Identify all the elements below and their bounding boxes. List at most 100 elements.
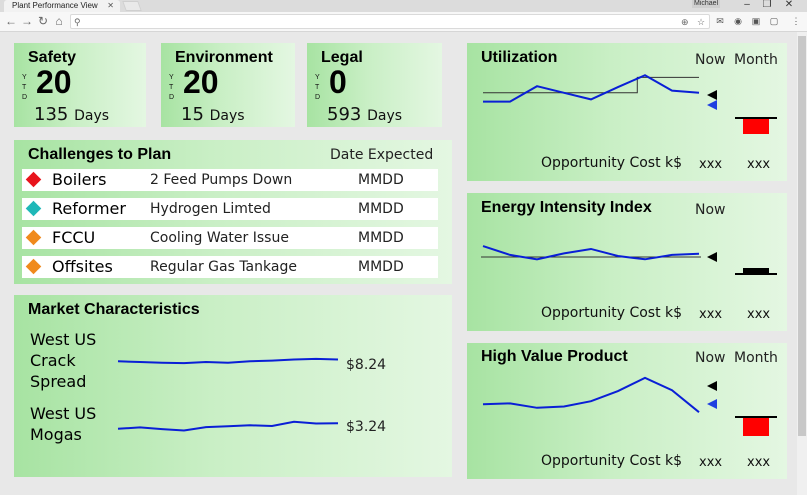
restore-icon[interactable]: ❐ [762, 0, 772, 10]
now-marker-icon [707, 381, 717, 391]
month-status-bar [743, 418, 769, 436]
market-title: Market Characteristics [28, 301, 200, 318]
opportunity-cost-label: Opportunity Cost k$ [541, 155, 683, 171]
zoom-icon[interactable]: ⊕ [681, 17, 689, 27]
profile-badge[interactable]: Michael [692, 0, 721, 8]
challenge-issue: Regular Gas Tankage [150, 259, 297, 275]
market-label: West US Crack Spread [30, 330, 97, 391]
extension-icon[interactable]: ◉ [734, 16, 742, 26]
new-tab-button[interactable] [122, 1, 142, 11]
now-marker-icon [707, 252, 717, 262]
challenge-unit: Boilers [52, 170, 107, 189]
status-diamond-icon [25, 229, 42, 246]
month-status-bar [743, 119, 769, 134]
browser-tab[interactable]: Plant Performance View ✕ [4, 0, 120, 12]
tab-close-icon[interactable]: ✕ [107, 1, 114, 10]
challenge-issue: Hydrogen Limted [150, 201, 271, 217]
utilization-title: Utilization [481, 49, 558, 66]
scrollbar-thumb[interactable] [798, 36, 806, 436]
now-header: Now [695, 350, 726, 366]
cost-month: xxx [747, 157, 771, 172]
energy-panel: Energy Intensity Index Now Opportunity C… [467, 193, 787, 331]
kpi-days: 15 Days [181, 104, 245, 125]
cost-now: xxx [699, 307, 723, 322]
tab-strip: Plant Performance View ✕ Michael – ❐ ✕ [0, 0, 807, 12]
utilization-panel: Utilization Now Month Opportunity Cost k… [467, 43, 787, 181]
scrollbar[interactable] [797, 32, 807, 495]
browser-toolbar: ← → ↻ ⌂ ⚲ ⊕ ☆ ✉ ◉ ▣ ▢ ⋮ [0, 12, 807, 32]
trend-line [483, 74, 700, 103]
market-sparkline [117, 420, 339, 432]
kpi-value: 20 [183, 64, 219, 100]
status-markers [707, 381, 777, 436]
energy-trend [481, 245, 701, 261]
status-diamond-icon [25, 171, 42, 188]
kpi-value: 0 [329, 64, 347, 100]
mail-icon[interactable]: ✉ [716, 16, 724, 26]
opportunity-cost-label: Opportunity Cost k$ [541, 305, 683, 321]
extension-icon[interactable]: ▣ [751, 16, 761, 26]
cost-now: xxx [699, 455, 723, 470]
market-sparkline [117, 357, 339, 365]
challenge-row[interactable]: Offsites Regular Gas Tankage MMDD [22, 256, 438, 278]
now-header: Now [695, 52, 726, 68]
hvp-trend [482, 376, 700, 413]
back-icon[interactable]: ← [5, 14, 17, 28]
utilization-trend [483, 74, 700, 103]
reload-icon[interactable]: ↻ [37, 14, 49, 28]
kpi-days: 135 Days [34, 104, 110, 125]
close-window-icon[interactable]: ✕ [784, 0, 794, 10]
challenge-row[interactable]: Reformer Hydrogen Limted MMDD [22, 198, 438, 220]
home-icon[interactable]: ⌂ [55, 14, 63, 28]
energy-title: Energy Intensity Index [481, 199, 652, 216]
month-marker-icon [707, 399, 717, 409]
challenges-title: Challenges to Plan [28, 146, 172, 163]
cost-now: xxx [699, 157, 723, 172]
cost-month: xxx [747, 455, 771, 470]
minimize-icon[interactable]: – [744, 0, 750, 10]
kpi-title: Safety [28, 49, 77, 66]
date-expected-header: Date Expected [330, 147, 434, 163]
market-value: $8.24 [346, 357, 387, 373]
cost-month: xxx [747, 307, 771, 322]
market-label: West US Mogas [30, 404, 97, 444]
trend-line [482, 376, 700, 413]
bookmark-star-icon[interactable]: ☆ [697, 17, 706, 27]
trend-line [482, 245, 700, 261]
forward-icon[interactable]: → [21, 14, 33, 28]
challenge-unit: Offsites [52, 257, 113, 276]
trend-line [117, 357, 339, 365]
month-header: Month [734, 350, 778, 366]
month-status-bar [743, 268, 769, 274]
challenge-issue: Cooling Water Issue [150, 230, 289, 246]
kpi-title: Environment [175, 49, 273, 66]
hvp-panel: High Value Product Now Month Opportunity… [467, 343, 787, 479]
challenge-date: MMDD [358, 172, 404, 188]
challenge-row[interactable]: FCCU Cooling Water Issue MMDD [22, 227, 438, 249]
address-bar[interactable]: ⚲ ⊕ ☆ [70, 14, 710, 29]
status-markers [707, 90, 777, 134]
kpi-days: 593 Days [327, 104, 403, 125]
opportunity-cost-label: Opportunity Cost k$ [541, 453, 683, 469]
challenge-date: MMDD [358, 230, 404, 246]
month-header: Month [734, 52, 778, 68]
menu-icon[interactable]: ⋮ [791, 16, 801, 26]
status-diamond-icon [25, 258, 42, 275]
market-value: $3.24 [346, 419, 387, 435]
now-header: Now [695, 202, 726, 218]
challenge-date: MMDD [358, 259, 404, 275]
challenge-row[interactable]: Boilers 2 Feed Pumps Down MMDD [22, 169, 438, 191]
now-marker-icon [707, 90, 717, 100]
search-icon: ⚲ [74, 17, 81, 27]
kpi-value: 20 [36, 64, 72, 100]
month-marker-icon [707, 100, 717, 110]
extension-icon[interactable]: ▢ [769, 16, 779, 26]
challenge-unit: Reformer [52, 199, 126, 218]
status-markers [707, 252, 777, 275]
